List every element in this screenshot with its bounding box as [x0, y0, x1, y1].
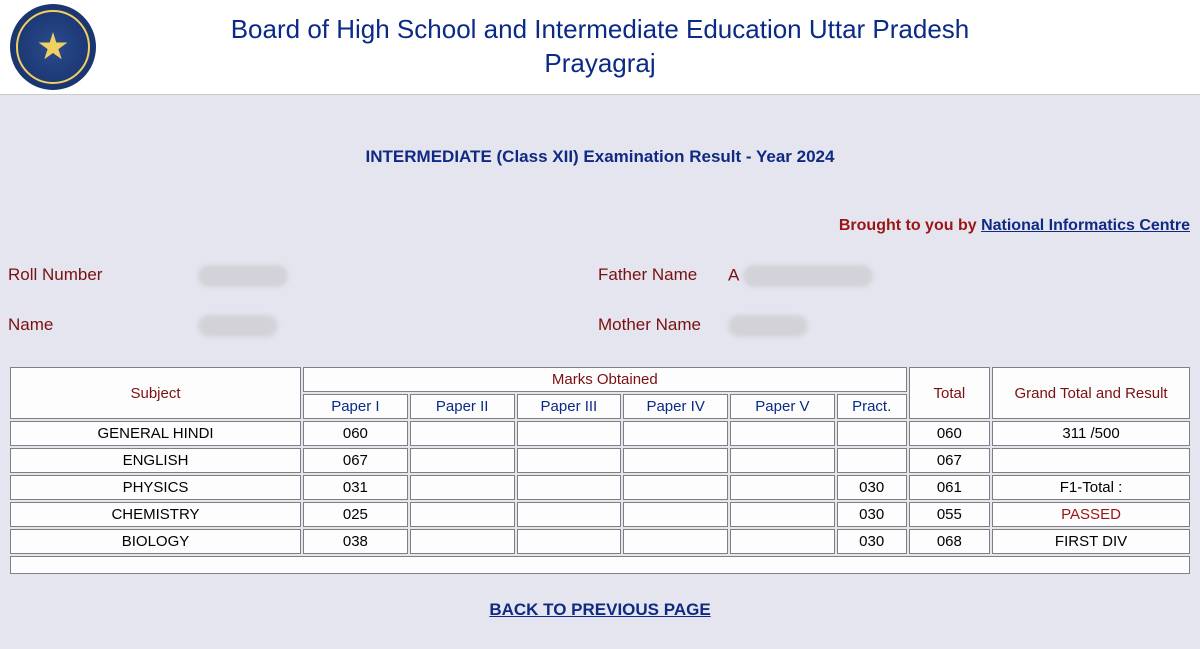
brought-label: Brought to you by: [839, 217, 981, 234]
cell-p2: [410, 475, 515, 500]
col-total: Total: [909, 367, 990, 419]
cell-p5: [730, 502, 835, 527]
cell-grand: F1-Total :: [992, 475, 1190, 500]
col-grand: Grand Total and Result: [992, 367, 1190, 419]
exam-title: INTERMEDIATE (Class XII) Examination Res…: [8, 147, 1192, 167]
cell-p4: [623, 421, 728, 446]
col-pract: Pract.: [837, 394, 907, 419]
table-row: GENERAL HINDI060060311 /500: [10, 421, 1190, 446]
info-row-1: Roll Number Father Name A: [8, 265, 1192, 287]
col-p2: Paper II: [410, 394, 515, 419]
cell-total: 068: [909, 529, 990, 554]
cell-total: 061: [909, 475, 990, 500]
roll-label: Roll Number: [8, 265, 198, 287]
cell-grand: FIRST DIV: [992, 529, 1190, 554]
cell-subject: CHEMISTRY: [10, 502, 301, 527]
cell-p2: [410, 502, 515, 527]
col-p3: Paper III: [517, 394, 622, 419]
cell-p5: [730, 529, 835, 554]
table-row: PHYSICS031 030061F1-Total :: [10, 475, 1190, 500]
results-table: Subject Marks Obtained Total Grand Total…: [8, 365, 1192, 576]
cell-p1: 067: [303, 448, 408, 473]
cell-p1: 025: [303, 502, 408, 527]
table-header-row-1: Subject Marks Obtained Total Grand Total…: [10, 367, 1190, 392]
table-row: BIOLOGY038 030068FIRST DIV: [10, 529, 1190, 554]
cell-p2: [410, 529, 515, 554]
cell-p3: [517, 421, 622, 446]
nic-link[interactable]: National Informatics Centre: [981, 217, 1190, 234]
roll-value: [198, 265, 598, 287]
cell-total: 067: [909, 448, 990, 473]
name-label: Name: [8, 315, 198, 337]
col-subject: Subject: [10, 367, 301, 419]
cell-pract: 030: [837, 502, 907, 527]
cell-p4: [623, 448, 728, 473]
name-value: [198, 315, 598, 337]
cell-p4: [623, 475, 728, 500]
cell-p1: 031: [303, 475, 408, 500]
col-marks: Marks Obtained: [303, 367, 907, 392]
board-logo: [10, 4, 96, 90]
cell-grand: 311 /500: [992, 421, 1190, 446]
cell-subject: GENERAL HINDI: [10, 421, 301, 446]
cell-p2: [410, 448, 515, 473]
cell-pract: [837, 421, 907, 446]
cell-p5: [730, 448, 835, 473]
cell-pract: 030: [837, 475, 907, 500]
cell-p5: [730, 421, 835, 446]
back-link-container: BACK TO PREVIOUS PAGE: [8, 600, 1192, 620]
cell-pract: 030: [837, 529, 907, 554]
cell-grand: [992, 448, 1190, 473]
student-info: Roll Number Father Name A Name Mother Na…: [8, 265, 1192, 337]
cell-p3: [517, 502, 622, 527]
table-row: CHEMISTRY025 030055PASSED: [10, 502, 1190, 527]
cell-total: 055: [909, 502, 990, 527]
table-empty-row: [10, 556, 1190, 574]
mother-label: Mother Name: [598, 315, 728, 337]
cell-subject: PHYSICS: [10, 475, 301, 500]
back-link[interactable]: BACK TO PREVIOUS PAGE: [489, 600, 710, 619]
cell-p4: [623, 529, 728, 554]
brought-by: Brought to you by National Informatics C…: [8, 217, 1192, 235]
cell-p2: [410, 421, 515, 446]
page-header: Board of High School and Intermediate Ed…: [0, 0, 1200, 95]
logo-emblem-icon: [38, 32, 68, 62]
col-p4: Paper IV: [623, 394, 728, 419]
cell-subject: ENGLISH: [10, 448, 301, 473]
cell-total: 060: [909, 421, 990, 446]
content-area: INTERMEDIATE (Class XII) Examination Res…: [0, 95, 1200, 640]
col-p1: Paper I: [303, 394, 408, 419]
col-p5: Paper V: [730, 394, 835, 419]
cell-p5: [730, 475, 835, 500]
table-row: ENGLISH067067: [10, 448, 1190, 473]
cell-p3: [517, 475, 622, 500]
cell-pract: [837, 448, 907, 473]
title-line-2: Prayagraj: [544, 48, 655, 78]
father-value: A: [728, 265, 873, 287]
cell-p3: [517, 448, 622, 473]
cell-grand: PASSED: [992, 502, 1190, 527]
cell-p1: 038: [303, 529, 408, 554]
info-row-2: Name Mother Name: [8, 315, 1192, 337]
cell-p4: [623, 502, 728, 527]
cell-subject: BIOLOGY: [10, 529, 301, 554]
father-initial: A: [728, 265, 738, 284]
title-line-1: Board of High School and Intermediate Ed…: [231, 14, 970, 44]
board-title: Board of High School and Intermediate Ed…: [96, 13, 1190, 81]
cell-p3: [517, 529, 622, 554]
mother-value: [728, 315, 808, 337]
father-label: Father Name: [598, 265, 728, 287]
cell-p1: 060: [303, 421, 408, 446]
